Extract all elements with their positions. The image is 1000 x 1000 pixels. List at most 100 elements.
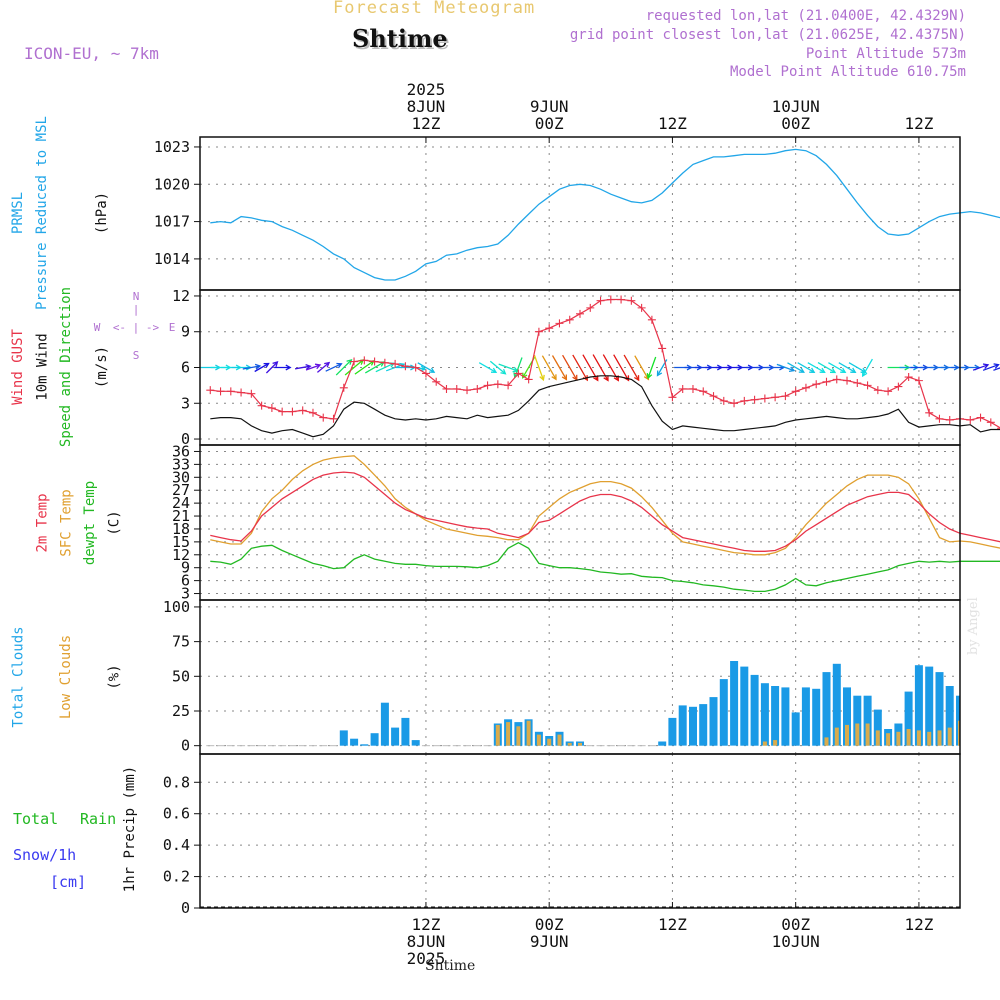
wind-arrowhead [490,367,498,373]
wind-arrowhead [603,375,609,382]
total-cloud-bar [370,733,379,746]
time-label-top: 12Z [411,114,440,133]
compass-e: E [169,321,176,334]
low-cloud-bar [947,727,952,746]
low-cloud-bar [536,734,541,746]
gust-marker [781,392,790,401]
wind-arrow [514,357,523,378]
y-tick-label: 9 [181,559,190,577]
total-cloud-bar [925,666,934,746]
low-cloud-bar [989,710,993,746]
low-cloud-bar [958,720,960,746]
total-cloud-bar [987,692,995,746]
wind-arrowhead [862,370,868,378]
gust-marker [863,381,872,390]
wind-arrowhead [254,363,262,370]
wind-arrowhead [551,374,557,381]
panel-frame [199,136,961,291]
wind-arrow [972,364,989,371]
model-label: ICON-EU, ~ 7km [24,44,159,63]
panel-frame [199,444,961,601]
y-tick-label: 36 [172,442,190,460]
wind-arrowhead [285,364,292,371]
time-label-bottom: 12Z [904,915,933,934]
y-tick-label: 3 [181,585,190,603]
total-cloud-bar [360,744,369,746]
gust-marker [504,381,513,390]
time-label-bottom: 00Z [781,915,810,934]
total-cloud-bar [678,705,687,746]
wind-arrowhead [429,367,436,373]
wind-arrow [776,363,795,372]
gust-marker [267,404,276,413]
total-cloud-bar [709,697,718,746]
wind-arrow [541,355,557,380]
y-tick-label: 25 [172,702,190,720]
wind-arrow [533,354,545,381]
total-cloud-bar [771,686,780,746]
wind-arrow [562,354,578,381]
total-cloud-bar [781,687,790,746]
sfc-temp-line [210,455,1000,556]
wind-arrowhead [336,362,343,369]
wind-arrowhead [633,375,640,382]
total-cloud-bar [740,666,749,746]
total-cloud-bar [945,686,954,746]
gust-marker [596,296,605,305]
cloud-bars [206,661,995,747]
wind-arrow [623,354,640,381]
wind-arrowhead [840,367,847,373]
low-cloud-bar [979,717,983,746]
wind-arrowhead [788,366,796,373]
total-cloud-bar [339,730,348,746]
total-cloud-bar [391,727,400,746]
y-tick-label: 0 [181,430,190,448]
gust-marker [997,427,1000,429]
wind-arrow [807,362,825,373]
low-cloud-bar [526,720,531,746]
gust-marker [432,377,441,386]
low-cloud-bar [834,727,839,746]
wind-arrowhead [829,367,837,374]
y-tick-label: 3 [181,394,190,412]
gust-marker [257,401,266,410]
compass-vertical: | [133,303,140,316]
total-cloud-bar [350,738,359,746]
wind-arrowhead [500,368,507,375]
total-cloud-bar [863,695,872,746]
gust-marker [442,384,451,393]
total-cloud-bar [719,679,728,746]
grid-point-location: grid point closest lon,lat (21.0625E, 42… [569,27,966,43]
gust-marker [606,295,615,304]
gust-marker [945,415,954,424]
y-tick-label: 33 [172,455,190,473]
gust-marker [986,418,995,427]
y-tick-label: 21 [172,507,190,525]
wind-arrow [828,362,846,373]
y-tick-label: 6 [181,572,190,590]
gust-marker [216,387,225,396]
wind-arrow [797,362,815,373]
gust-marker [914,376,923,385]
y-tick-label: 0.6 [163,805,190,823]
wind-arrow [551,355,567,380]
gust-marker [658,344,667,353]
y-tick-label: 24 [172,494,190,512]
gust-marker [647,315,656,324]
gust-marker [750,395,759,404]
y-tick-label: 1017 [154,213,190,231]
gust-marker [298,406,307,415]
gust-marker [668,393,677,402]
gust-marker [329,414,338,423]
wind-arrowhead [819,367,826,373]
gust-marker [308,408,317,417]
y-tick-label: 27 [172,481,190,499]
low-cloud-bar [762,741,767,746]
total-cloud-bar [956,695,960,746]
gust-marker [319,413,328,422]
low-cloud-bar [567,742,572,746]
gust-marker [760,394,769,403]
wind-arrow [838,362,856,373]
y-tick-label: 30 [172,468,190,486]
forecast-meteogram-label: Forecast Meteogram [333,0,536,18]
